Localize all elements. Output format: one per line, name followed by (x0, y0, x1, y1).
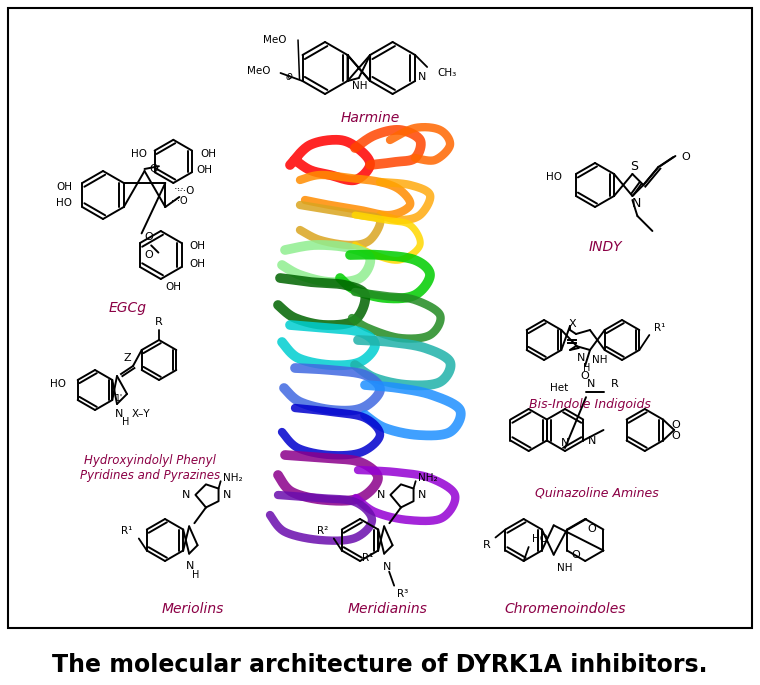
Text: EGCg: EGCg (109, 301, 147, 315)
Text: ···O: ···O (177, 186, 195, 196)
Text: H: H (583, 363, 591, 373)
Text: N: N (561, 438, 569, 448)
Text: HO: HO (546, 172, 562, 182)
Text: N: N (182, 490, 191, 500)
Text: NH: NH (352, 81, 368, 91)
Text: MeO: MeO (262, 35, 286, 45)
Text: The molecular architecture of DYRK1A inhibitors.: The molecular architecture of DYRK1A inh… (52, 653, 708, 677)
Text: NH: NH (592, 355, 607, 365)
Text: R: R (155, 317, 163, 327)
Text: Meriolins: Meriolins (162, 602, 224, 616)
Text: N: N (223, 490, 231, 500)
Text: R: R (483, 540, 490, 551)
Text: HO: HO (532, 534, 548, 544)
Text: OH: OH (189, 259, 206, 269)
Text: ···: ··· (174, 184, 185, 194)
Text: O: O (682, 152, 690, 162)
Text: X: X (568, 319, 576, 329)
Text: Hydroxyindolyl Phenyl: Hydroxyindolyl Phenyl (84, 453, 216, 466)
Text: O: O (571, 551, 580, 560)
Text: O: O (150, 164, 158, 174)
Text: o: o (286, 73, 291, 82)
Text: R: R (611, 379, 619, 389)
Text: N: N (417, 490, 426, 500)
Text: R²: R² (317, 525, 328, 536)
Text: N: N (186, 560, 195, 571)
Text: Meridianins: Meridianins (348, 602, 428, 616)
Text: o: o (286, 71, 292, 81)
Text: O: O (671, 430, 679, 440)
Text: Z: Z (123, 353, 131, 363)
Text: N: N (115, 409, 123, 419)
Text: Bis-Indole Indigoids: Bis-Indole Indigoids (529, 397, 651, 410)
Text: OH: OH (166, 282, 182, 292)
Text: R¹: R¹ (363, 553, 374, 563)
Text: N: N (632, 197, 641, 210)
Text: O: O (144, 250, 154, 260)
Text: OH: OH (200, 149, 216, 159)
Text: OH: OH (56, 182, 72, 192)
Text: Chromenoindoles: Chromenoindoles (504, 602, 625, 616)
Text: R³: R³ (397, 588, 408, 599)
Text: R¹: R¹ (122, 525, 133, 536)
Text: N: N (587, 379, 595, 389)
Text: HO: HO (56, 198, 72, 208)
Text: N: N (418, 72, 426, 82)
Text: S: S (630, 160, 638, 173)
Text: HO: HO (131, 149, 147, 159)
Text: X–Y: X–Y (131, 409, 150, 419)
Text: 1': 1' (115, 393, 123, 403)
Text: Het: Het (549, 383, 568, 393)
Text: HO: HO (49, 379, 65, 389)
Text: H: H (122, 417, 130, 427)
Text: Harmine: Harmine (340, 111, 400, 125)
Text: MeO: MeO (247, 66, 271, 76)
Text: ···O: ···O (171, 196, 188, 206)
Text: OH: OH (189, 241, 206, 251)
Text: O: O (581, 371, 589, 381)
Text: N: N (377, 490, 385, 500)
Text: N: N (383, 562, 391, 572)
Text: INDY: INDY (588, 240, 622, 254)
Text: N: N (576, 353, 584, 363)
Text: O: O (587, 524, 596, 534)
Text: OH: OH (196, 165, 212, 175)
Text: NH: NH (556, 562, 572, 573)
Text: H: H (192, 570, 200, 580)
Text: Quinazoline Amines: Quinazoline Amines (534, 486, 658, 499)
Text: R¹: R¹ (654, 323, 666, 333)
Text: NH₂: NH₂ (223, 473, 242, 483)
Text: N: N (588, 436, 597, 445)
Text: O: O (671, 419, 679, 429)
Text: CH₃: CH₃ (437, 68, 457, 78)
Text: NH₂: NH₂ (418, 473, 437, 483)
Text: Pyridines and Pyrazines: Pyridines and Pyrazines (80, 469, 220, 482)
Text: O: O (144, 232, 154, 242)
